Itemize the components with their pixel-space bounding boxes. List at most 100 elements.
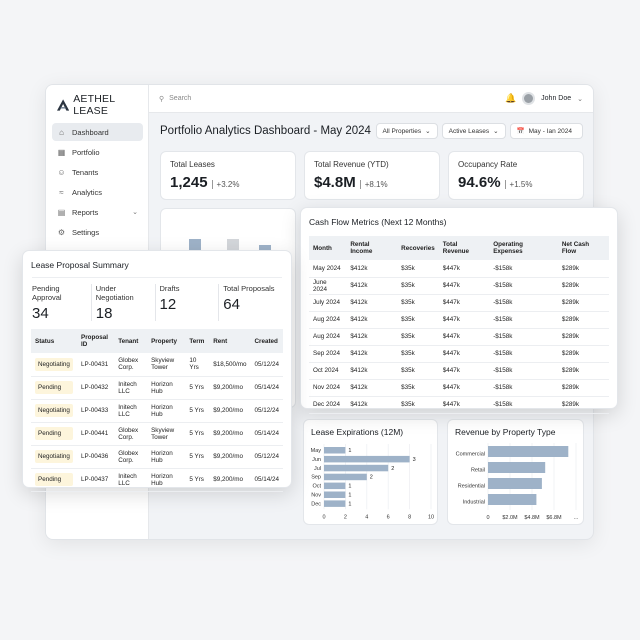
- status-badge: Pending: [35, 427, 73, 440]
- category-label: Jun: [312, 457, 321, 463]
- user-name[interactable]: John Doe: [541, 95, 572, 102]
- column-header: Month: [309, 236, 347, 260]
- chevron-down-icon[interactable]: ⌄: [577, 95, 583, 103]
- filter-properties[interactable]: All Properties ⌄: [375, 123, 438, 139]
- table-cell: 05/14/24: [250, 376, 283, 400]
- table-cell: $9,200/mo: [209, 422, 251, 446]
- stat-value: 34: [32, 305, 49, 322]
- x-tick-label: 10: [428, 514, 434, 520]
- sidebar-item-settings[interactable]: ⚙ Settings: [52, 223, 143, 241]
- data-label: 2: [391, 466, 394, 472]
- table-cell: $9,200/mo: [209, 468, 251, 492]
- bar: [324, 491, 346, 498]
- filter-label: All Properties: [382, 127, 422, 135]
- gear-icon: ⚙: [57, 227, 66, 237]
- logo-icon: [57, 99, 70, 111]
- category-label: May: [311, 448, 322, 454]
- table-cell: $9,200/mo: [209, 445, 251, 469]
- x-tick-label: 8: [408, 514, 411, 520]
- bar: [488, 446, 569, 457]
- table-cell: Aug 2024: [309, 311, 347, 329]
- table-cell: $35k: [397, 396, 439, 414]
- table-cell: Globex Corp.: [114, 422, 148, 446]
- panel-title: Lease Proposal Summary: [31, 260, 129, 270]
- table-row[interactable]: Negotiating LP-00433 Initech LLC Horizon Hu…: [31, 399, 283, 423]
- category-label: Oct: [312, 484, 321, 490]
- table-cell: $412k: [346, 396, 398, 414]
- table-cell: LP-00431: [77, 353, 115, 377]
- table-cell: $9,200/mo: [209, 399, 251, 423]
- sidebar-item-label: Analytics: [72, 187, 103, 197]
- table-cell: 05/12/24: [250, 399, 283, 423]
- search-icon: ⚲: [159, 95, 165, 103]
- table-cell: 05/14/24: [250, 468, 283, 492]
- kpi-value: 1,245: [170, 174, 208, 191]
- table-cell: Negotiating: [31, 445, 77, 469]
- top-bar: ⚲ Search 🔔 John Doe ⌄: [149, 85, 593, 113]
- table-row: July 2024 $412k $35k $447k -$158k $289k: [309, 294, 609, 312]
- table-cell: 05/14/24: [250, 422, 283, 446]
- table-row[interactable]: Pending LP-00432 Initech LLC Horizon Hub 5 Y…: [31, 376, 283, 400]
- status-badge: Pending: [35, 473, 73, 486]
- stat-label: Under Negotiation: [95, 284, 134, 302]
- filter-leases[interactable]: Active Leases ⌄: [441, 123, 506, 139]
- table-cell: $289k: [557, 396, 609, 414]
- table-cell: $35k: [397, 379, 439, 397]
- column-header: Property: [147, 329, 186, 353]
- bar: [324, 473, 367, 481]
- sidebar-item-label: Dashboard: [72, 127, 109, 137]
- table-row[interactable]: Negotiating LP-00436 Globex Corp. Horizon H…: [31, 445, 283, 469]
- sidebar-item-portfolio[interactable]: ▦ Portfolio: [52, 143, 143, 161]
- sidebar-item-tenants[interactable]: ☺ Tenants: [52, 163, 143, 181]
- panel-title: Cash Flow Metrics (Next 12 Months): [309, 217, 447, 227]
- sidebar-item-dashboard[interactable]: ⌂ Dashboard: [52, 123, 143, 141]
- table-cell: July 2024: [309, 294, 347, 312]
- data-label: 1: [348, 448, 351, 454]
- chevron-down-icon[interactable]: ⌄: [132, 209, 138, 216]
- table-cell: Skyview Tower: [147, 353, 186, 377]
- stat-label: Total Proposals: [223, 284, 275, 293]
- table-cell: $18,500/mo: [209, 353, 251, 377]
- x-tick-label: 6: [387, 514, 390, 520]
- search-input[interactable]: ⚲ Search: [159, 95, 191, 103]
- table-row[interactable]: Negotiating LP-00431 Globex Corp. Skyview T…: [31, 353, 283, 377]
- sidebar-item-analytics[interactable]: ≈ Analytics: [52, 183, 143, 201]
- users-icon: ☺: [57, 167, 66, 177]
- sidebar-item-reports[interactable]: ▤ Reports ⌄: [52, 203, 143, 221]
- table-row[interactable]: Pending LP-00441 Globex Corp. Skyview Tower…: [31, 422, 283, 446]
- table-cell: $35k: [397, 362, 439, 380]
- table-cell: LP-00437: [77, 468, 115, 492]
- table-cell: -$158k: [489, 396, 558, 414]
- table-cell: $289k: [557, 294, 609, 312]
- table-cell: -$158k: [489, 260, 558, 278]
- date-range-picker[interactable]: 📅 May - Ian 2024: [509, 123, 583, 139]
- home-icon: ⌂: [59, 127, 64, 137]
- table-cell: $289k: [557, 345, 609, 363]
- table-cell: May 2024: [309, 260, 347, 278]
- column-header: Rent: [209, 329, 251, 353]
- table-cell: $447k: [438, 396, 490, 414]
- status-badge: Pending: [35, 381, 73, 394]
- category-label: Industrial: [463, 500, 485, 506]
- table-cell: Nov 2024: [309, 379, 347, 397]
- lease-expirations-card: Lease Expirations (12M) 0 2 4 6 8 10 May 1 Jun 3 J…: [303, 419, 438, 525]
- category-label: Retail: [471, 468, 485, 474]
- kpi-change: +8.1%: [359, 180, 388, 189]
- table-cell: Negotiating: [31, 353, 77, 377]
- kpi-change: +1.5%: [504, 180, 532, 189]
- table-cell: Horizon Hub: [147, 468, 186, 492]
- table-cell: $9,200/mo: [209, 376, 251, 400]
- bell-icon[interactable]: 🔔: [504, 93, 517, 103]
- chevron-down-icon: ⌄: [425, 128, 431, 135]
- bar: [488, 494, 537, 505]
- x-tick-label: $4.8M: [524, 515, 540, 521]
- table-row[interactable]: Pending LP-00437 Initech LLC Horizon Hub 5 Y…: [31, 468, 283, 492]
- table-cell: $447k: [438, 328, 490, 346]
- kpi-change: +3.2%: [211, 180, 239, 189]
- table-cell: -$158k: [489, 277, 558, 295]
- table-cell: 10 Yrs: [185, 353, 210, 377]
- table-row: June 2024 $412k $35k $447k -$158k $289k: [309, 277, 609, 295]
- table-cell: Initech LLC: [114, 376, 148, 400]
- avatar[interactable]: [522, 92, 536, 105]
- category-label: Dec: [311, 501, 321, 507]
